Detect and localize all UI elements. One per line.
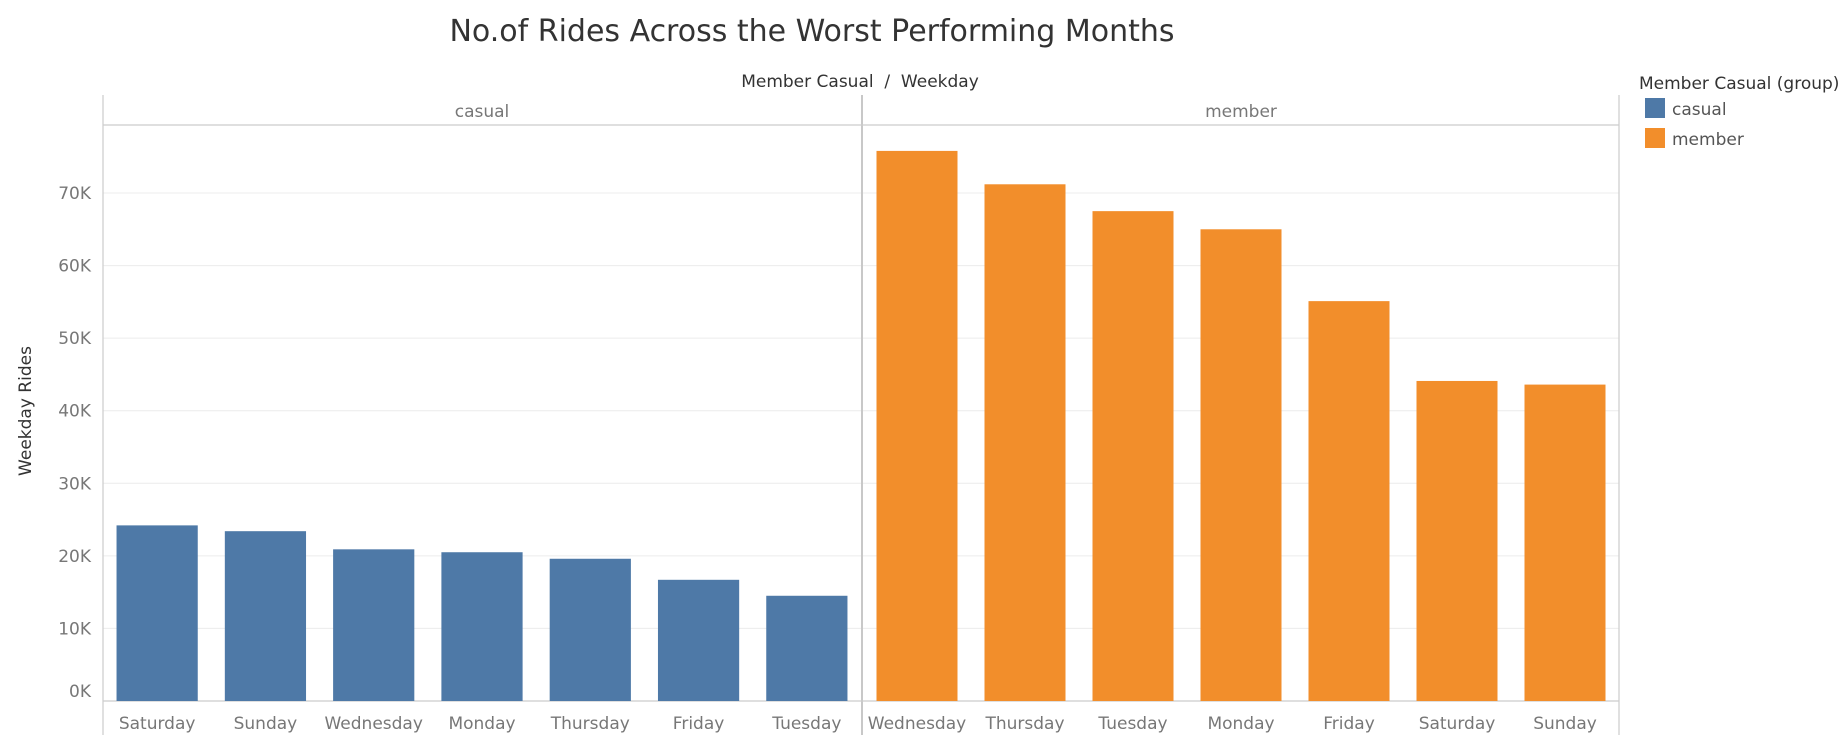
bar-member-friday (1308, 301, 1390, 701)
legend-label-member: member (1672, 130, 1744, 150)
bar-member-saturday (1416, 380, 1498, 701)
x-tick-label: Wednesday (324, 714, 422, 734)
x-tick-label: Saturday (1419, 714, 1496, 734)
y-tick-label: 70K (58, 184, 92, 204)
y-tick-label: 60K (58, 257, 92, 277)
x-tick-label: Sunday (234, 714, 298, 734)
bar-casual-sunday (224, 531, 307, 701)
y-tick-label: 40K (58, 402, 92, 422)
bar-casual-tuesday (766, 595, 848, 701)
x-tick-label: Thursday (984, 714, 1064, 734)
panel-labels: casual member (455, 102, 1277, 122)
x-tick-label: Thursday (550, 714, 630, 734)
bar-casual-wednesday (333, 549, 415, 701)
x-tick-label: Friday (1323, 714, 1375, 734)
bar-casual-saturday (116, 525, 198, 701)
bar-member-sunday (1524, 384, 1606, 701)
y-tick-label: 20K (58, 547, 92, 567)
legend: Member Casual (group) casual member (1639, 74, 1839, 150)
y-axis-label: Weekday Rides (16, 346, 36, 476)
y-tick-label: 50K (58, 329, 92, 349)
bar-member-thursday (984, 184, 1066, 701)
legend-swatch-casual (1645, 98, 1665, 118)
y-tick-label: 10K (58, 619, 92, 639)
x-tick-label: Sunday (1533, 714, 1597, 734)
bar-casual-thursday (549, 558, 631, 701)
y-tick-labels: 0K 10K 20K 30K 40K 50K 60K 70K (58, 184, 92, 702)
x-tick-label: Wednesday (868, 714, 966, 734)
bar-casual-friday (657, 579, 740, 701)
x-tick-labels: Saturday Sunday Wednesday Monday Thursday Fri… (119, 714, 1597, 734)
x-tick-label: Tuesday (771, 714, 841, 734)
legend-swatch-member (1645, 128, 1665, 148)
bar-member-monday (1200, 229, 1282, 702)
bar-member-wednesday (876, 150, 958, 701)
y-tick-label: 0K (69, 682, 92, 702)
legend-items: casual member (1645, 98, 1744, 150)
x-tick-label: Saturday (119, 714, 196, 734)
bar-member-tuesday (1092, 211, 1174, 701)
column-header: Member Casual / Weekday (741, 72, 979, 92)
x-tick-label: Monday (448, 714, 515, 734)
chart-title: No.of Rides Across the Worst Performing … (449, 14, 1174, 49)
x-tick-label: Monday (1207, 714, 1274, 734)
plot-frame (102, 95, 1620, 735)
bars (116, 150, 1606, 702)
panel-label-casual: casual (455, 102, 510, 122)
legend-title: Member Casual (group) (1639, 74, 1839, 94)
x-tick-label: Friday (673, 714, 725, 734)
x-tick-label: Tuesday (1097, 714, 1167, 734)
y-tick-label: 30K (58, 474, 92, 494)
legend-label-casual: casual (1672, 100, 1727, 120)
bar-casual-monday (441, 552, 523, 701)
panel-label-member: member (1205, 102, 1277, 122)
